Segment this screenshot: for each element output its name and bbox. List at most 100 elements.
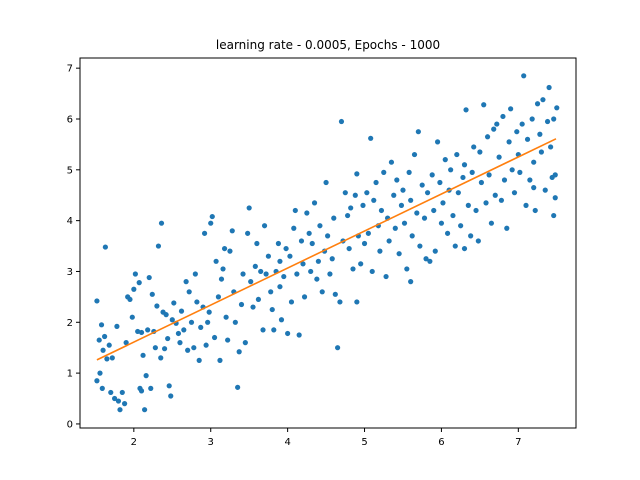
scatter-point-70 bbox=[209, 213, 215, 220]
scatter-point-37 bbox=[152, 345, 158, 351]
scatter-point-254 bbox=[531, 185, 537, 191]
y-tick-label: 5 bbox=[67, 165, 73, 176]
scatter-point-242 bbox=[538, 149, 545, 155]
y-tick-label: 6 bbox=[67, 114, 73, 125]
scatter-point-120 bbox=[304, 210, 310, 216]
scatter-point-122 bbox=[308, 268, 314, 275]
scatter-point-24 bbox=[132, 271, 138, 277]
scatter-point-241 bbox=[537, 131, 543, 137]
scatter-point-253 bbox=[552, 195, 558, 201]
scatter-point-41 bbox=[158, 220, 165, 226]
scatter-point-86 bbox=[238, 301, 245, 308]
scatter-point-137 bbox=[337, 299, 343, 305]
scatter-point-100 bbox=[265, 253, 271, 259]
scatter-point-226 bbox=[508, 106, 514, 112]
y-tick-label: 1 bbox=[67, 369, 73, 380]
scatter-point-115 bbox=[294, 271, 300, 277]
scatter-point-22 bbox=[129, 314, 135, 320]
scatter-point-34 bbox=[148, 385, 154, 391]
scatter-point-106 bbox=[277, 258, 283, 264]
scatter-point-58 bbox=[188, 319, 195, 325]
scatter-point-68 bbox=[206, 309, 212, 315]
scatter-point-21 bbox=[127, 296, 133, 303]
scatter-point-35 bbox=[149, 291, 155, 297]
scatter-point-135 bbox=[332, 291, 338, 297]
scatter-point-83 bbox=[232, 319, 238, 325]
scatter-point-10 bbox=[99, 385, 105, 391]
scatter-point-238 bbox=[531, 159, 537, 165]
scatter-point-170 bbox=[400, 187, 406, 193]
scatter-point-98 bbox=[261, 223, 268, 229]
scatter-point-43 bbox=[161, 346, 168, 352]
scatter-point-118 bbox=[300, 261, 306, 267]
x-tick-label: 4 bbox=[284, 437, 290, 448]
scatter-point-169 bbox=[398, 202, 405, 208]
scatter-point-240 bbox=[534, 101, 541, 107]
scatter-point-231 bbox=[517, 169, 523, 175]
scatter-point-127 bbox=[317, 223, 323, 229]
scatter-point-11 bbox=[108, 389, 114, 396]
scatter-point-198 bbox=[454, 151, 460, 158]
fit-line bbox=[96, 138, 557, 361]
scatter-point-158 bbox=[377, 248, 383, 254]
x-tick-label: 2 bbox=[131, 437, 137, 448]
scatter-point-153 bbox=[368, 135, 374, 141]
scatter-point-28 bbox=[138, 388, 145, 394]
scatter-point-201 bbox=[460, 174, 466, 181]
y-tick-label: 4 bbox=[67, 216, 73, 227]
y-tick-label: 3 bbox=[67, 267, 73, 278]
scatter-point-62 bbox=[196, 357, 202, 363]
scatter-point-71 bbox=[211, 334, 218, 341]
scatter-point-125 bbox=[314, 276, 320, 282]
scatter-point-5 bbox=[102, 244, 108, 250]
scatter-point-179 bbox=[417, 243, 423, 249]
scatter-point-15 bbox=[115, 398, 122, 404]
scatter-point-8 bbox=[94, 378, 100, 384]
scatter-point-149 bbox=[360, 202, 366, 208]
scatter-point-214 bbox=[484, 134, 491, 140]
scatter-point-109 bbox=[283, 245, 289, 252]
y-tick-label: 0 bbox=[67, 419, 73, 430]
scatter-point-6 bbox=[104, 356, 110, 362]
scatter-point-259 bbox=[138, 329, 145, 336]
scatter-point-124 bbox=[311, 200, 318, 206]
scatter-point-205 bbox=[468, 233, 474, 239]
scatter-point-233 bbox=[521, 73, 527, 79]
scatter-point-113 bbox=[291, 225, 297, 231]
scatter-point-81 bbox=[229, 228, 235, 234]
axes-frame bbox=[79, 57, 577, 429]
scatter-point-7 bbox=[106, 342, 112, 348]
scatter-point-199 bbox=[455, 190, 461, 196]
scatter-point-33 bbox=[146, 274, 152, 281]
scatter-point-212 bbox=[481, 102, 487, 108]
scatter-point-77 bbox=[221, 245, 228, 252]
scatter-point-223 bbox=[501, 177, 508, 183]
scatter-point-66 bbox=[203, 342, 209, 348]
scatter-point-222 bbox=[500, 113, 506, 120]
scatter-point-111 bbox=[287, 253, 293, 259]
scatter-point-207 bbox=[471, 144, 477, 150]
scatter-point-88 bbox=[242, 340, 248, 346]
scatter-point-19 bbox=[123, 340, 129, 346]
scatter-point-87 bbox=[240, 271, 246, 277]
scatter-point-228 bbox=[511, 190, 518, 196]
scatter-point-171 bbox=[401, 220, 408, 226]
scatter-point-234 bbox=[523, 202, 529, 208]
scatter-point-72 bbox=[213, 258, 219, 264]
scatter-point-90 bbox=[246, 205, 252, 211]
scatter-point-164 bbox=[388, 159, 395, 165]
scatter-point-143 bbox=[348, 205, 354, 211]
scatter-point-141 bbox=[345, 212, 351, 219]
scatter-point-197 bbox=[452, 243, 458, 249]
scatter-point-132 bbox=[327, 271, 333, 277]
scatter-point-211 bbox=[478, 179, 485, 186]
scatter-point-84 bbox=[235, 384, 241, 390]
scatter-point-57 bbox=[186, 289, 192, 295]
scatter-point-243 bbox=[540, 97, 546, 103]
scatter-point-256 bbox=[408, 279, 414, 285]
scatter-point-110 bbox=[285, 330, 291, 337]
scatter-point-131 bbox=[325, 233, 331, 239]
scatter-point-225 bbox=[506, 139, 512, 145]
scatter-point-173 bbox=[406, 169, 412, 175]
scatter-point-177 bbox=[414, 210, 420, 216]
